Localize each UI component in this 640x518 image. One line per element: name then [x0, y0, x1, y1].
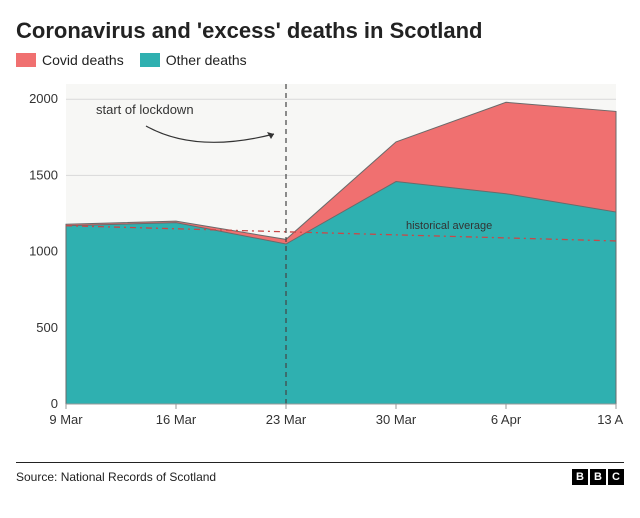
svg-text:1000: 1000: [29, 244, 58, 259]
source-text: Source: National Records of Scotland: [16, 470, 216, 484]
svg-text:13 Apr: 13 Apr: [597, 412, 624, 427]
legend: Covid deaths Other deaths: [16, 52, 624, 68]
chart-title: Coronavirus and 'excess' deaths in Scotl…: [16, 18, 624, 44]
svg-text:16 Mar: 16 Mar: [156, 412, 197, 427]
legend-item-other: Other deaths: [140, 52, 247, 68]
svg-text:23 Mar: 23 Mar: [266, 412, 307, 427]
svg-text:1500: 1500: [29, 167, 58, 182]
svg-text:2000: 2000: [29, 91, 58, 106]
svg-text:0: 0: [51, 396, 58, 411]
svg-text:30 Mar: 30 Mar: [376, 412, 417, 427]
swatch-covid: [16, 53, 36, 67]
svg-text:500: 500: [36, 320, 58, 335]
legend-label-covid: Covid deaths: [42, 52, 124, 68]
legend-label-other: Other deaths: [166, 52, 247, 68]
svg-text:9 Mar: 9 Mar: [49, 412, 83, 427]
legend-item-covid: Covid deaths: [16, 52, 124, 68]
bbc-b1: B: [572, 469, 588, 485]
swatch-other: [140, 53, 160, 67]
chart-area: 0 500 1000 1500 2000 historical average start …: [16, 74, 624, 454]
bbc-c: C: [608, 469, 624, 485]
footer: Source: National Records of Scotland B B…: [16, 462, 624, 485]
svg-text:start of lockdown: start of lockdown: [96, 102, 194, 117]
svg-text:6 Apr: 6 Apr: [491, 412, 522, 427]
chart-svg: 0 500 1000 1500 2000 historical average start …: [16, 74, 624, 454]
bbc-logo: B B C: [572, 469, 624, 485]
bbc-b2: B: [590, 469, 606, 485]
svg-text:historical average: historical average: [406, 220, 492, 232]
